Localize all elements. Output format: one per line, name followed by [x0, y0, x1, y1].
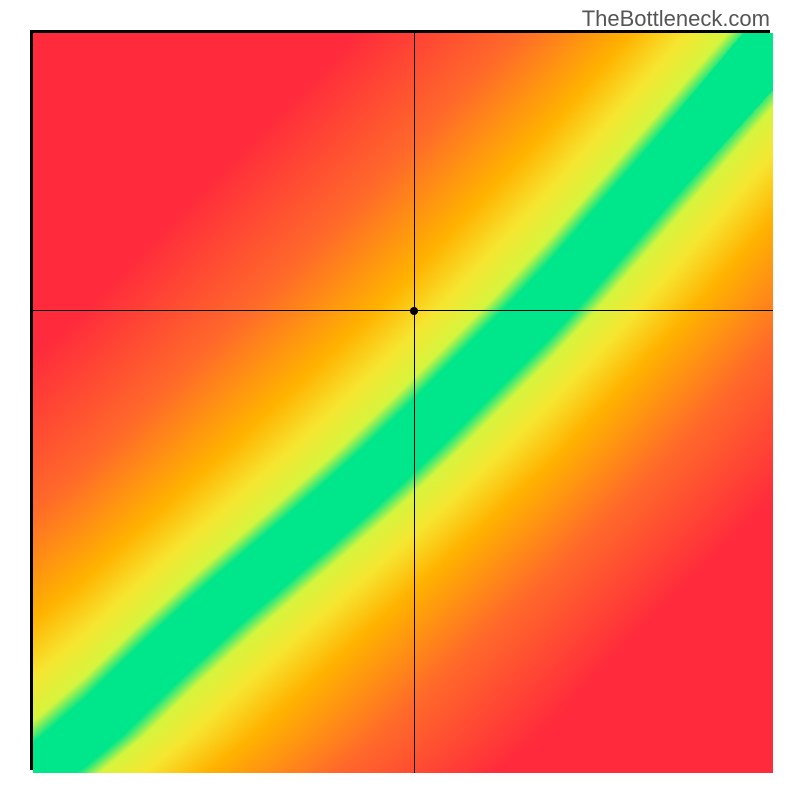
chart-container: TheBottleneck.com — [0, 0, 800, 800]
crosshair-vertical — [414, 33, 415, 773]
heatmap-canvas — [33, 33, 773, 773]
marker-dot — [410, 307, 418, 315]
watermark-text: TheBottleneck.com — [582, 6, 770, 32]
crosshair-horizontal — [33, 310, 773, 311]
plot-frame — [30, 30, 770, 770]
